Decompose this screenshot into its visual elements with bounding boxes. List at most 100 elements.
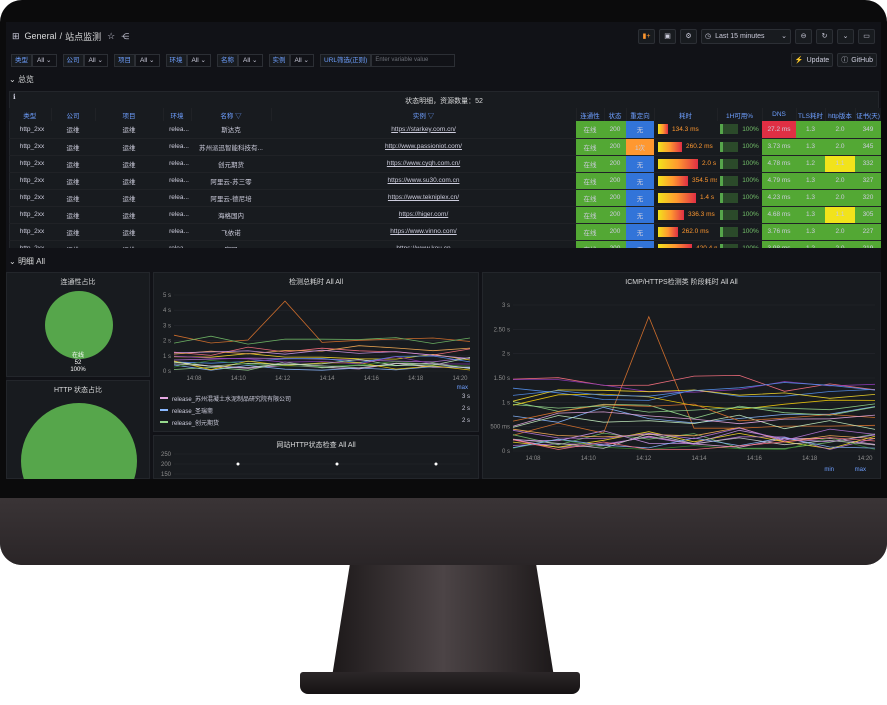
filter-icon[interactable]: ▽ [235,112,242,120]
share-icon[interactable]: ⋲ [121,31,130,41]
x-tick-label: 14:10 [581,456,597,462]
cell-redirect: 无 [626,172,654,190]
col-header[interactable]: 1H可用% [717,108,763,121]
conn-pie-slice[interactable] [45,291,113,359]
legend-item[interactable]: release_创元期货 2 s [160,418,470,427]
col-header[interactable]: 实例 ▽ [271,108,577,121]
table-row[interactable]: http_2xx 运维 运维 relea... 海格国内 https://higer.co… [9,206,881,224]
var-label-project: 项目 [114,53,135,67]
table-row[interactable]: http_2xx 运维 运维 relea... 苏州派迅智能科技有... http://w… [9,138,881,156]
col-header[interactable]: 名称 ▽ [191,108,272,121]
dashboard-title[interactable]: 站点监测 [65,31,102,42]
col-header[interactable]: 耗时 [654,108,718,121]
cell-name: 阿里云-苏三零 [191,172,271,190]
cell-tls: 1.2 [796,155,825,173]
var-select-env[interactable]: All ⌄ [186,53,211,67]
col-header[interactable]: 连通性 [576,108,605,121]
cell-redirect: 无 [626,121,654,139]
cell-tls: 1.3 [796,223,825,241]
save-icon[interactable]: ▣ [659,28,676,44]
add-panel-icon[interactable]: ▮+ [638,28,655,44]
zoom-out-icon[interactable]: ⊖ [795,28,812,44]
legend-max-header[interactable]: max [854,467,866,473]
http-pie-slice[interactable] [21,403,137,479]
table-row[interactable]: http_2xx 运维 运维 relea... 阿里云-苏三零 https://www.s… [9,172,881,190]
total-time-chart[interactable]: 0 s 1 s 2 s 3 s 4 s 5 s 14:08 14:10 14:12 14:14 14… [154,287,480,397]
col-header[interactable]: TLS耗时 [796,108,826,121]
cell-avail: 100% [717,155,762,173]
series-line [173,335,471,345]
x-tick-label: 14:10 [231,376,247,382]
refresh-interval-chevron-icon[interactable]: ⌄ [837,28,854,44]
col-header[interactable]: 公司 [51,108,96,121]
settings-gear-icon[interactable]: ⚙ [680,28,697,44]
var-label-name: 名称 [217,53,238,67]
cell-avail: 100% [717,121,762,139]
time-gauge-bar [658,175,688,186]
cell-avail: 100% [717,223,762,241]
conn-pie-panel: 连通性占比 在线 52 100% [6,272,150,377]
table-body: http_2xx 运维 运维 relea... 斯达克 https://starkey.c… [9,121,881,258]
col-header[interactable]: 重定向 [626,108,655,121]
http-check-chart[interactable]: 150 200 250 [154,450,480,479]
update-button[interactable]: ⚡ Update [790,53,834,67]
apps-grid-icon[interactable]: ⊞ [12,30,20,41]
cell-dns: 4.79 ms [762,172,796,190]
cell-url[interactable]: https://higer.com/ [271,206,576,224]
var-value: All [37,56,45,64]
legend-max: 3 s [461,394,470,400]
time-value: 134.3 ms [672,125,699,133]
filter-icon[interactable]: ▽ [427,112,435,120]
x-tick-label: 14:20 [857,456,873,462]
var-select-instance[interactable]: All ⌄ [289,53,314,67]
legend-item[interactable]: release_圣瑞斋 2 s [160,406,470,415]
icmp-chart[interactable]: 0 s 500 ms 1 s 1.50 s 2 s 2.50 s 3 s 14:08 14:10… [483,287,881,467]
col-header[interactable]: 环境 [163,108,192,121]
var-select-type[interactable]: All ⌄ [32,53,57,67]
table-row[interactable]: http_2xx 运维 运维 relea... 阿里云-德尼培 https://www.t… [9,189,881,207]
cell-avail: 100% [717,206,762,224]
table-row[interactable]: http_2xx 运维 运维 relea... 创元期货 https://www.cyqh… [9,155,881,173]
x-tick-label: 14:18 [802,456,818,462]
table-row[interactable]: http_2xx 运维 运维 relea... 斯达克 https://starkey.c… [9,121,881,139]
legend-min-header[interactable]: min [824,467,834,473]
cell-url[interactable]: http://www.passioniot.com/ [271,138,576,156]
cell-time: 262.0 ms [654,223,717,241]
legend-item[interactable]: release_苏州混凝土水泥制品研究院有限公司 3 s [160,394,470,403]
cell-url[interactable]: https://www.vinno.com/ [271,223,576,241]
row-overview[interactable]: ⌄ 总览 [9,75,34,84]
time-gauge-bar [658,192,696,203]
github-button[interactable]: ⓘ GitHub [837,53,877,67]
table-row[interactable]: http_2xx 运维 运维 relea... 飞依诺 https://www.vinno… [9,223,881,241]
var-value: All [140,56,148,64]
var-select-name[interactable]: All ⌄ [238,53,263,67]
var-select-project[interactable]: All ⌄ [135,53,160,67]
availability-value: 100% [742,125,759,133]
x-tick-label: 14:14 [691,456,707,462]
cell-cert: 320 [855,189,881,207]
cell-url[interactable]: https://www.tekniplex.cn/ [271,189,576,207]
cell-url[interactable]: https://starkey.com.cn/ [271,121,576,139]
cell-env: relea... [163,189,191,207]
cell-url[interactable]: https://www.cyqh.com.cn/ [271,155,576,173]
row-detail[interactable]: ⌄ 明细 All [9,257,46,266]
col-header[interactable]: 证书(天) [855,108,881,121]
col-header[interactable]: 状态 [604,108,627,121]
refresh-icon[interactable]: ↻ [816,28,833,44]
col-header[interactable]: 项目 [95,108,164,121]
col-header[interactable]: DNS [762,108,797,121]
time-range-picker[interactable]: ◷ Last 15 minutes ⌄ [701,28,791,44]
var-select-company[interactable]: All ⌄ [83,53,108,67]
x-tick-label: 14:12 [636,456,652,462]
col-header[interactable]: http版本 [825,108,856,121]
tv-mode-icon[interactable]: ▭ [858,28,875,44]
url-filter-input[interactable]: Enter variable value [371,53,456,67]
series-line [512,403,876,413]
star-icon[interactable]: ☆ [107,30,116,41]
breadcrumb-root[interactable]: General [24,31,57,41]
legend-max-header[interactable]: max [456,385,468,391]
col-header[interactable]: 类型 [9,108,52,121]
cell-url[interactable]: https://www.su30.com.cn [271,172,576,190]
x-tick-label: 14:16 [364,376,380,382]
cell-http: 1.1 [825,155,855,173]
